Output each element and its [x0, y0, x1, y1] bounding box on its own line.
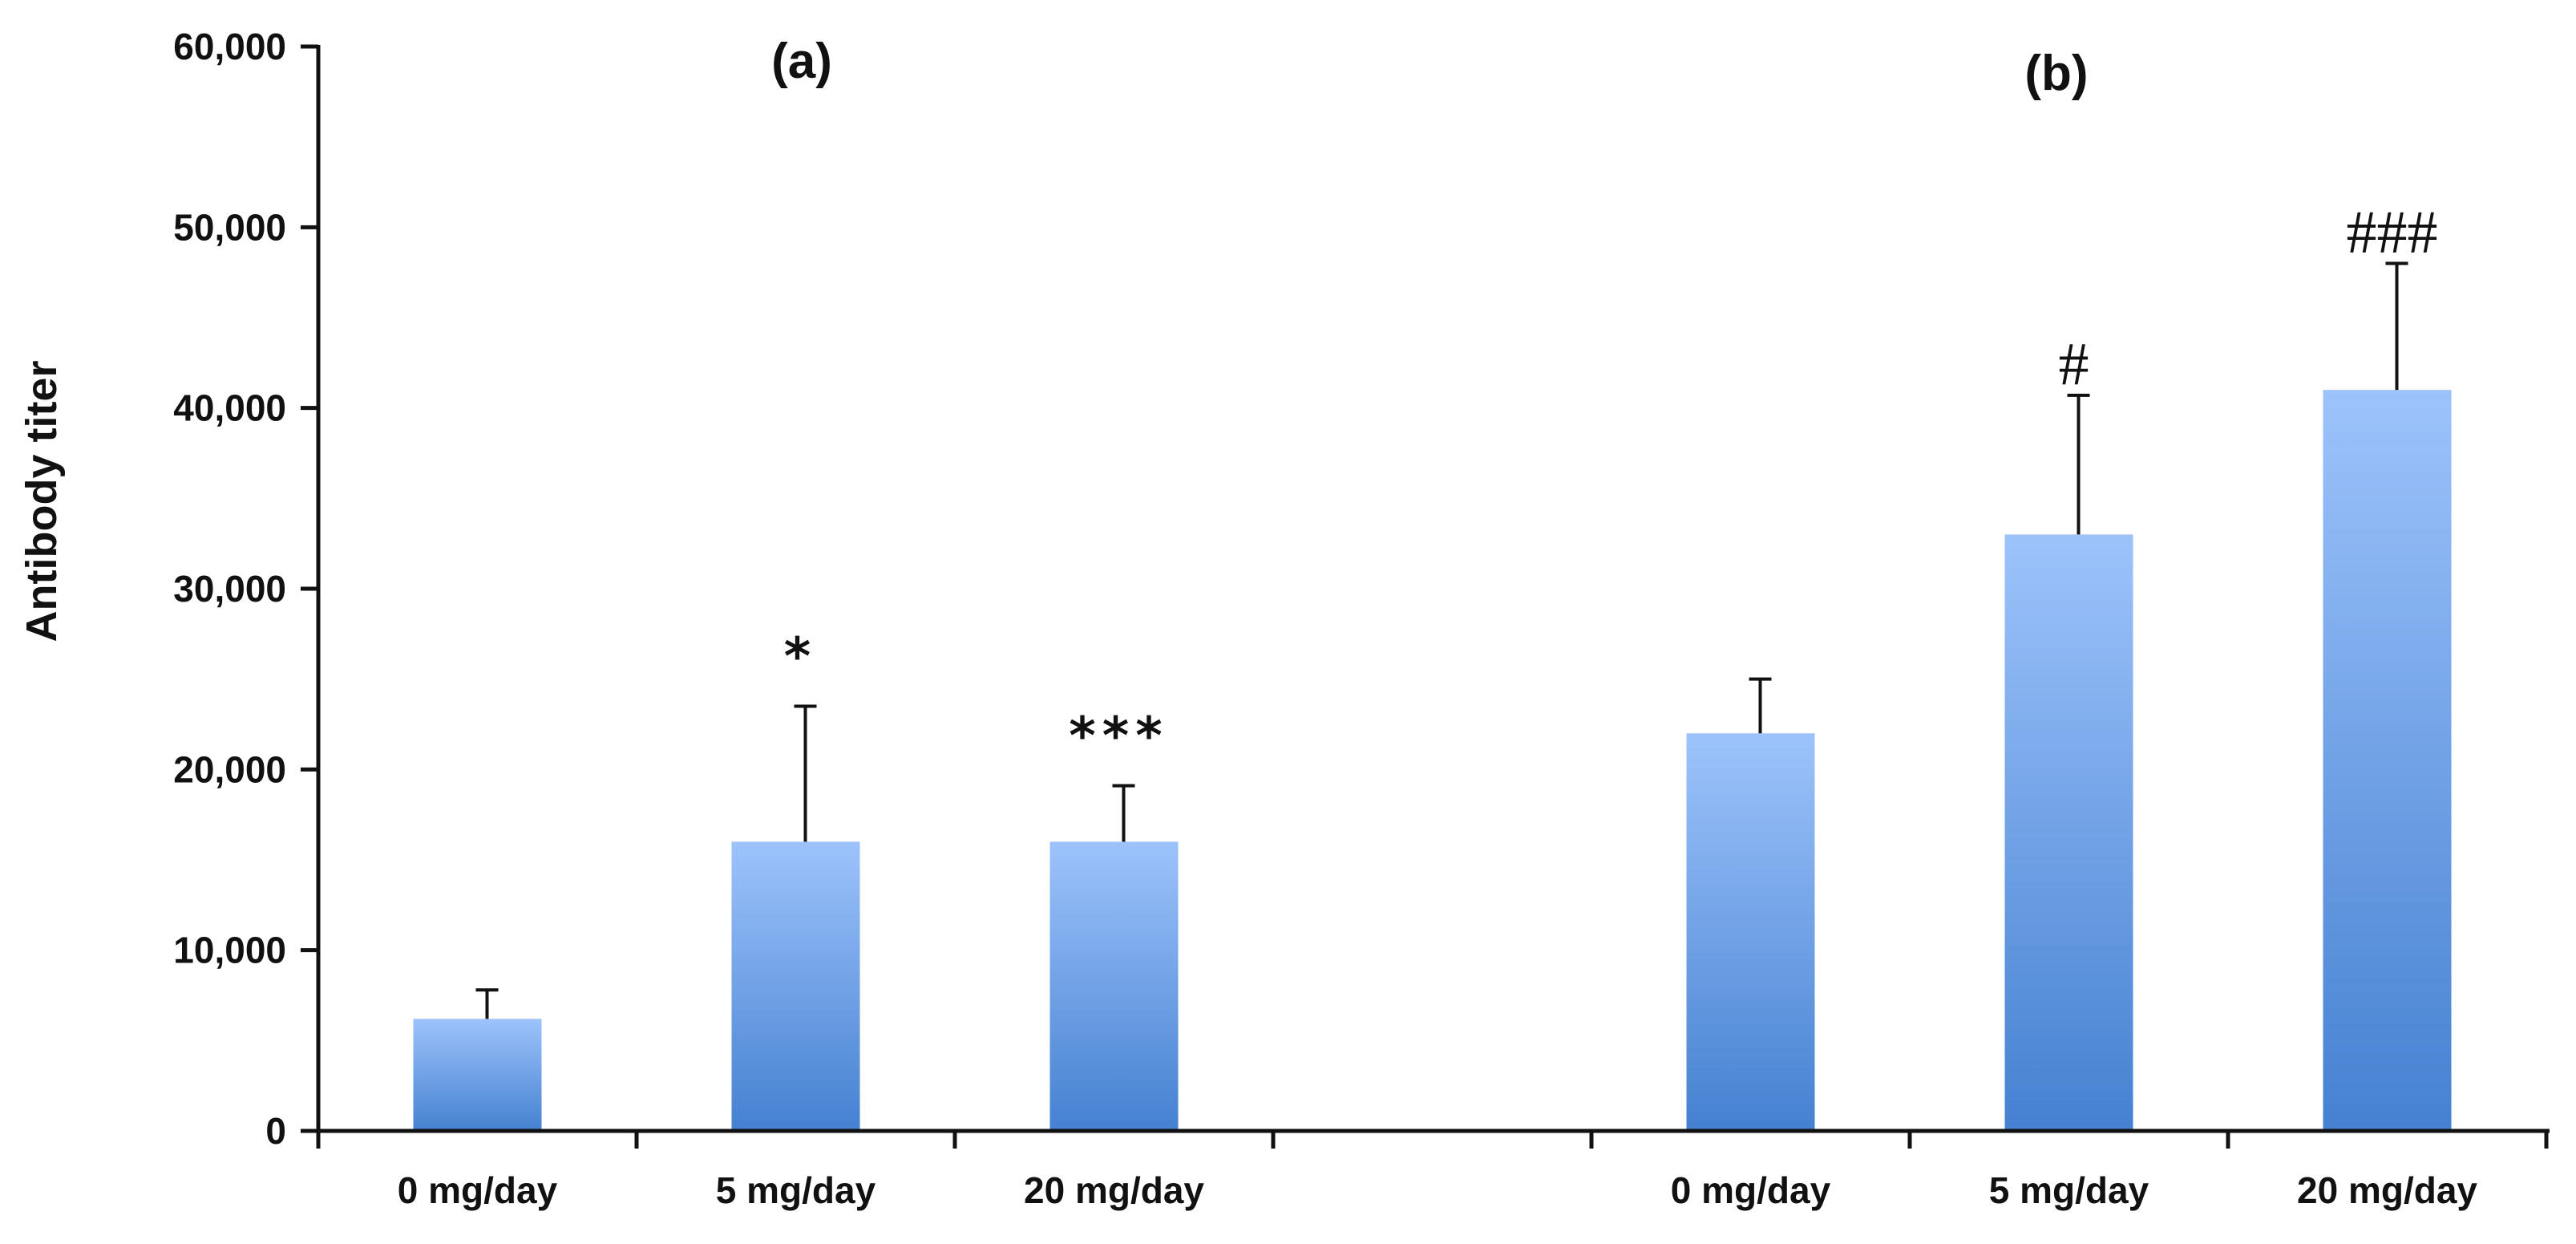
significance-label: ###	[2347, 198, 2438, 265]
panel-label-b: (b)	[2024, 46, 2088, 101]
y-axis-title: Antibody titer	[18, 361, 66, 642]
y-tick-label: 60,000	[173, 26, 286, 67]
bar	[731, 841, 860, 1131]
bar	[2323, 390, 2452, 1132]
bars-layer	[413, 390, 2452, 1132]
bar	[1686, 733, 1815, 1131]
panel-label-a: (a)	[771, 34, 832, 89]
significance-label: #	[2059, 330, 2089, 398]
y-tick-label: 50,000	[173, 206, 286, 248]
x-category-label: 20 mg/day	[1024, 1169, 1204, 1211]
x-category-label: 20 mg/day	[2297, 1169, 2477, 1211]
x-category-label: 5 mg/day	[716, 1169, 876, 1211]
x-category-label: 5 mg/day	[1989, 1169, 2149, 1211]
bar	[413, 1019, 542, 1131]
significance-label: *	[784, 627, 817, 687]
bar	[1049, 841, 1179, 1131]
axes-layer	[301, 44, 2550, 1149]
y-tick-label: 0	[265, 1110, 286, 1152]
y-tick-label: 40,000	[173, 387, 286, 429]
y-tick-label: 30,000	[173, 568, 286, 610]
text-layer: Antibody titer (a) (b) 0 10,000 20,000 30,0…	[18, 26, 2477, 1211]
bar	[2004, 534, 2133, 1131]
x-category-label: 0 mg/day	[398, 1169, 558, 1211]
y-tick-label: 20,000	[173, 748, 286, 790]
x-category-label: 0 mg/day	[1671, 1169, 1831, 1211]
y-tick-label: 10,000	[173, 930, 286, 971]
significance-label: ***	[1069, 707, 1168, 767]
